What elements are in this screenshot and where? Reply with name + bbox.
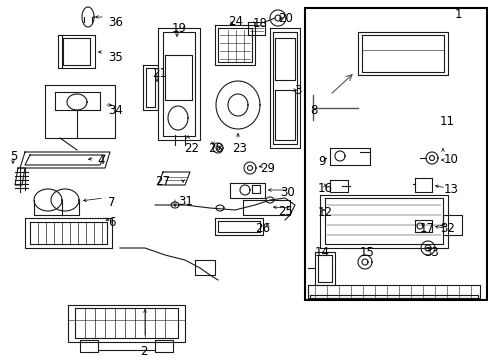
Text: 18: 18 bbox=[252, 17, 267, 30]
Text: 23: 23 bbox=[231, 142, 246, 155]
Text: 5: 5 bbox=[10, 150, 18, 163]
Text: 27: 27 bbox=[155, 175, 170, 188]
Text: 36: 36 bbox=[108, 16, 122, 29]
Text: 24: 24 bbox=[227, 15, 243, 28]
Text: 22: 22 bbox=[183, 142, 199, 155]
Text: 26: 26 bbox=[254, 222, 269, 235]
Text: 35: 35 bbox=[108, 51, 122, 64]
Text: 2: 2 bbox=[140, 345, 147, 358]
Text: 29: 29 bbox=[260, 162, 274, 175]
Text: 20: 20 bbox=[278, 12, 292, 25]
Text: 3: 3 bbox=[293, 84, 301, 97]
Text: 7: 7 bbox=[108, 196, 115, 209]
Text: 34: 34 bbox=[108, 104, 122, 117]
Text: 19: 19 bbox=[172, 22, 186, 35]
Text: 17: 17 bbox=[419, 222, 434, 235]
Text: 6: 6 bbox=[108, 216, 115, 229]
Text: 15: 15 bbox=[359, 246, 374, 259]
Text: 21: 21 bbox=[152, 67, 167, 80]
Text: 14: 14 bbox=[314, 246, 329, 259]
Text: 13: 13 bbox=[443, 183, 458, 196]
Text: 25: 25 bbox=[278, 205, 292, 218]
Text: 32: 32 bbox=[439, 222, 454, 235]
Text: 9: 9 bbox=[317, 155, 325, 168]
Text: 11: 11 bbox=[439, 115, 454, 128]
Text: 12: 12 bbox=[317, 206, 332, 219]
Text: 28: 28 bbox=[207, 142, 223, 155]
Text: 31: 31 bbox=[178, 195, 192, 208]
Text: 4: 4 bbox=[97, 154, 104, 167]
Text: 10: 10 bbox=[443, 153, 458, 166]
Text: 16: 16 bbox=[317, 182, 332, 195]
Text: 1: 1 bbox=[454, 8, 462, 21]
Text: 30: 30 bbox=[280, 186, 294, 199]
Text: 33: 33 bbox=[423, 246, 438, 259]
Text: 8: 8 bbox=[309, 104, 317, 117]
Bar bbox=[305, 8, 486, 300]
